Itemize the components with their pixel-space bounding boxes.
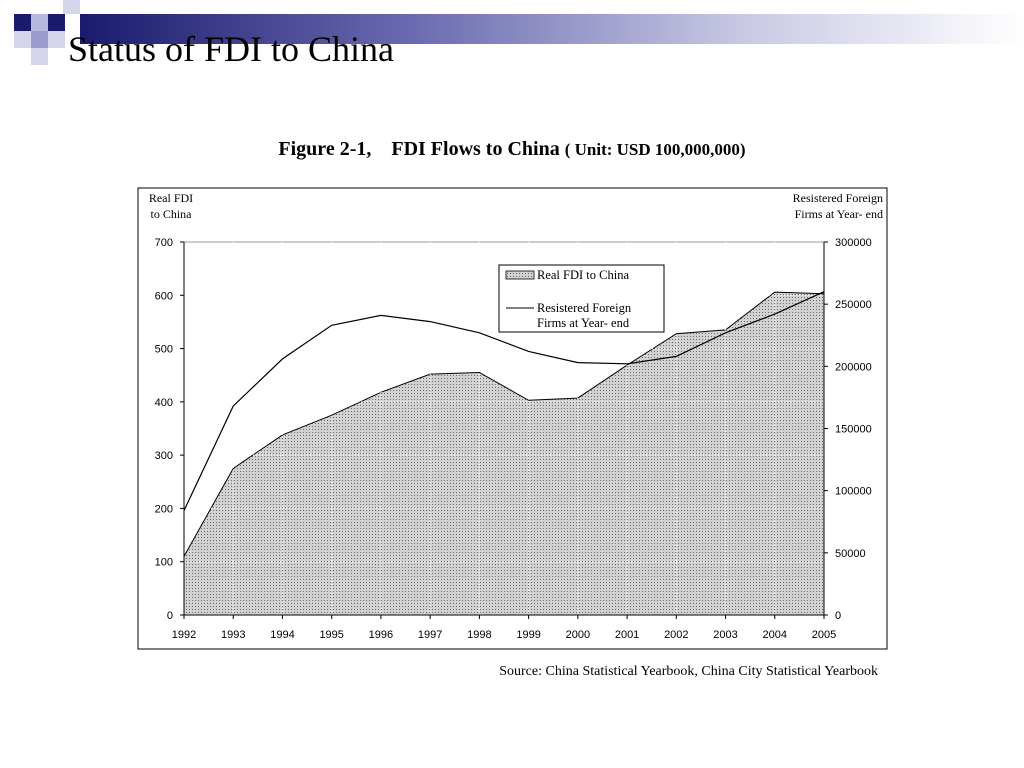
x-tick-label: 1994 xyxy=(270,629,294,641)
right-axis-title-line2: Firms at Year- end xyxy=(795,207,883,221)
x-tick-label: 2002 xyxy=(664,629,688,641)
x-tick-label: 2000 xyxy=(566,629,590,641)
area-real-fdi xyxy=(183,291,825,616)
left-axis-title-line1: Real FDI xyxy=(149,191,193,205)
header-gradient-bar xyxy=(80,14,1024,44)
left-tick-label: 400 xyxy=(155,397,173,409)
line-registered-firms xyxy=(183,291,825,511)
slide-title: Status of FDI to China xyxy=(68,29,395,69)
figure-caption-text: Figure 2-1, FDI Flows to China xyxy=(278,138,560,160)
figure-caption: Figure 2-1, FDI Flows to China ( Unit: U… xyxy=(0,132,1024,161)
x-tick-label: 2005 xyxy=(812,629,836,641)
right-tick-label: 250000 xyxy=(835,299,872,311)
deco-square xyxy=(31,48,48,65)
left-tick-label: 200 xyxy=(155,503,173,515)
legend-line-label-1: Resistered Foreign xyxy=(537,301,632,315)
x-tick-label: 1997 xyxy=(418,629,442,641)
right-axis-title-line1: Resistered Foreign xyxy=(793,191,883,205)
deco-square xyxy=(14,14,31,31)
deco-square xyxy=(14,31,31,48)
right-tick-label: 200000 xyxy=(835,361,872,373)
left-tick-label: 100 xyxy=(155,557,173,569)
right-tick-label: 50000 xyxy=(835,548,866,560)
left-axis-title-line2: to China xyxy=(151,207,193,221)
right-tick-label: 150000 xyxy=(835,424,872,436)
legend: Real FDI to China Resistered Foreign Fir… xyxy=(498,264,665,333)
right-tick-label: 0 xyxy=(835,610,841,622)
x-tick-label: 1993 xyxy=(221,629,245,641)
left-tick-label: 700 xyxy=(155,237,173,249)
axes: 0 100 200 300 400 500 600 700 0 50000 100000 150000… xyxy=(155,237,872,641)
legend-line-label-2: Firms at Year- end xyxy=(537,316,630,330)
deco-square xyxy=(48,31,65,48)
right-tick-label: 100000 xyxy=(835,486,872,498)
x-tick-label: 1996 xyxy=(369,629,393,641)
left-tick-label: 0 xyxy=(167,610,173,622)
area-series xyxy=(183,242,825,616)
x-tick-label: 2001 xyxy=(615,629,639,641)
x-tick-label: 2003 xyxy=(713,629,737,641)
deco-square xyxy=(31,31,48,48)
x-tick-label: 2004 xyxy=(763,629,787,641)
header-decoration xyxy=(14,0,1024,65)
figure-unit: ( Unit: USD 100,000,000) xyxy=(564,140,746,159)
deco-square xyxy=(63,0,80,14)
legend-area-swatch xyxy=(505,270,535,280)
x-tick-label: 1995 xyxy=(319,629,343,641)
deco-square xyxy=(48,14,65,31)
legend-area-label: Real FDI to China xyxy=(537,268,629,282)
x-tick-label: 1999 xyxy=(516,629,540,641)
x-tick-label: 1992 xyxy=(172,629,196,641)
line-series xyxy=(183,291,825,511)
x-tick-label: 1998 xyxy=(467,629,491,641)
left-tick-label: 500 xyxy=(155,344,173,356)
source-note: Source: China Statistical Yearbook, Chin… xyxy=(499,664,878,679)
left-tick-label: 300 xyxy=(155,450,173,462)
left-tick-label: 600 xyxy=(155,290,173,302)
deco-square xyxy=(31,14,48,31)
right-tick-label: 300000 xyxy=(835,237,872,249)
